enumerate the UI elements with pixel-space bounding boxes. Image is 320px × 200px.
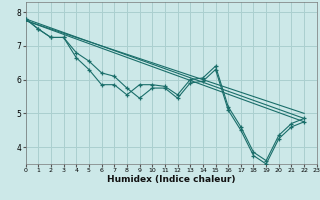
X-axis label: Humidex (Indice chaleur): Humidex (Indice chaleur)	[107, 175, 236, 184]
